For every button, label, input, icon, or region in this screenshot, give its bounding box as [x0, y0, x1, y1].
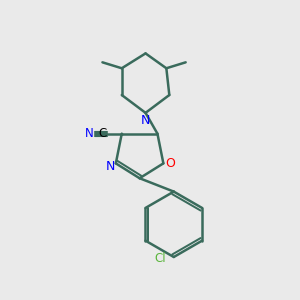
Text: Cl: Cl: [154, 252, 166, 265]
Text: N: N: [141, 114, 150, 127]
Text: N: N: [106, 160, 115, 173]
Text: O: O: [165, 157, 175, 170]
Text: C: C: [98, 127, 106, 140]
Text: N: N: [85, 127, 94, 140]
